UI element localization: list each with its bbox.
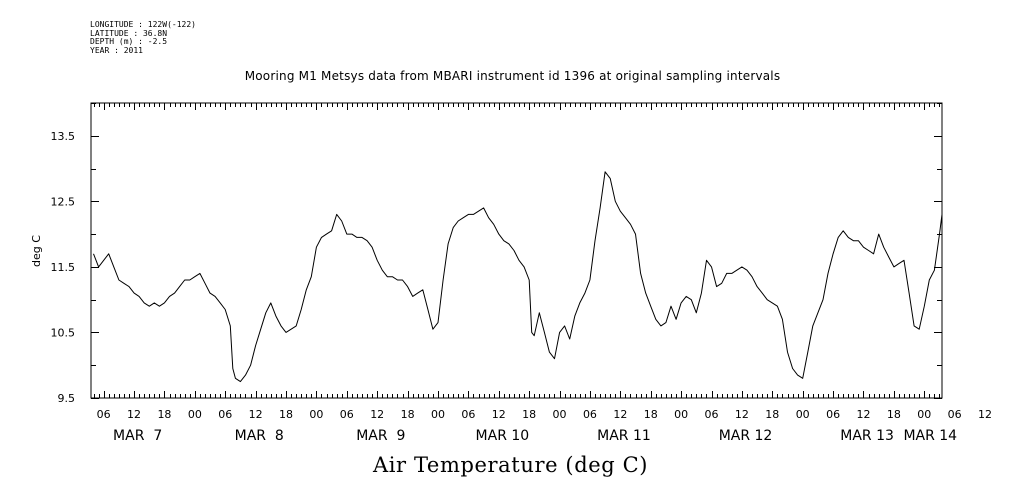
- x-hour-tick-label: 18: [644, 408, 658, 421]
- x-date-label: MAR 9: [356, 428, 405, 444]
- x-hour-tick-label: 00: [309, 408, 323, 421]
- x-hour-tick-label: 00: [674, 408, 688, 421]
- x-hour-tick-label: 12: [370, 408, 384, 421]
- x-hour-tick-label: 00: [796, 408, 810, 421]
- x-hour-tick-label: 00: [917, 408, 931, 421]
- chart-title: Mooring M1 Metsys data from MBARI instru…: [244, 69, 781, 83]
- y-tick-label: 11.5: [51, 261, 76, 274]
- x-hour-tick-label: 18: [522, 408, 536, 421]
- x-hour-tick-label: 06: [583, 408, 597, 421]
- y-axis-label: deg C: [30, 235, 43, 267]
- x-hour-tick-label: 06: [705, 408, 719, 421]
- y-tick-labels: 9.5 10.5 11.5 12.5 13.5: [51, 130, 76, 405]
- longitude-text: LONGITUDE : 122W(-122): [90, 20, 196, 29]
- x-hour-tick-label: 18: [765, 408, 779, 421]
- x-date-label: MAR 7: [113, 428, 162, 444]
- x-hour-tick-label: 18: [157, 408, 171, 421]
- x-hour-tick-label: 12: [127, 408, 141, 421]
- chart-title-wrap: Mooring M1 Metsys data from MBARI instru…: [0, 69, 1009, 83]
- x-hour-labels: 06 12 18 00 06 12 18 00 06 12 18 00 06 12 18 00 06 12 18 00…: [97, 408, 1009, 421]
- x-hour-tick-label: 18: [887, 408, 901, 421]
- series-line: [93, 171, 943, 383]
- x-hour-tick-label: 18: [401, 408, 415, 421]
- x-hour-tick-label: 06: [97, 408, 111, 421]
- x-hour-tick-label: 12: [856, 408, 870, 421]
- depth-text: DEPTH (m) : -2.5: [90, 37, 168, 47]
- y-tick-label: 9.5: [58, 392, 76, 405]
- x-hour-tick-label: 00: [553, 408, 567, 421]
- y-tick-label: 12.5: [51, 195, 76, 208]
- latitude-text: LATITUDE : 36.8N: [90, 28, 168, 38]
- x-hour-tick-label: 00: [431, 408, 445, 421]
- series-layer: [93, 171, 943, 383]
- y-tick-label: 10.5: [51, 326, 76, 339]
- x-hour-tick-label: 06: [826, 408, 840, 421]
- y-tick-label: 13.5: [51, 130, 76, 143]
- x-date-label: MAR 10: [476, 428, 530, 444]
- tick-marks: [91, 103, 942, 399]
- metadata-block: LONGITUDE : 122W(-122) LATITUDE : 36.8N …: [90, 20, 196, 55]
- x-date-label: MAR 12: [719, 428, 773, 444]
- x-hour-tick-label: 18: [279, 408, 293, 421]
- x-axis-title: Air Temperature (deg C): [372, 453, 649, 477]
- x-date-label: MAR 13: [840, 428, 894, 444]
- x-date-label: MAR 14: [903, 428, 957, 444]
- x-date-labels: MAR 7 MAR 8 MAR 9 MAR 10 MAR 11 MAR 12 MAR 13 M…: [113, 428, 957, 444]
- axis-ticks: [91, 103, 942, 399]
- x-hour-tick-label: 12: [492, 408, 506, 421]
- x-hour-tick-label: 12: [613, 408, 627, 421]
- x-hour-tick-label: 12: [735, 408, 749, 421]
- x-hour-tick-label: 06: [461, 408, 475, 421]
- plot-frame: [90, 102, 943, 399]
- x-hour-tick-label: 06: [218, 408, 232, 421]
- x-hour-tick-label: 12: [978, 408, 992, 421]
- x-axis-title-wrap: Air Temperature (deg C): [0, 453, 1009, 477]
- x-hour-tick-label: 00: [188, 408, 202, 421]
- x-hour-tick-label: 06: [948, 408, 962, 421]
- x-date-label: MAR 11: [597, 428, 651, 444]
- x-hour-tick-label: 06: [340, 408, 354, 421]
- year-text: YEAR : 2011: [90, 45, 143, 55]
- x-hour-tick-label: 12: [249, 408, 263, 421]
- x-date-label: MAR 8: [235, 428, 284, 444]
